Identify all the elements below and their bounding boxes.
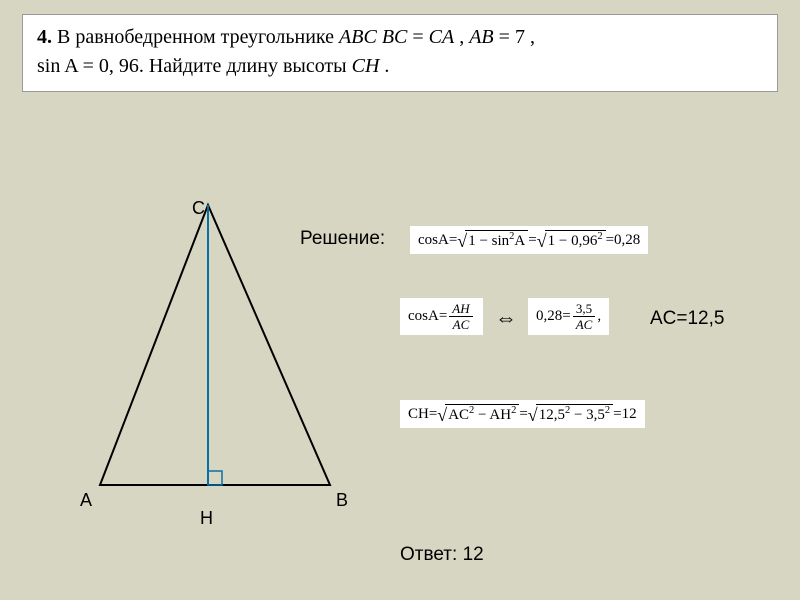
sqrt-arg-1: 1 − sin2A bbox=[465, 230, 528, 250]
solution-heading: Решение: bbox=[300, 228, 385, 250]
answer-line: Ответ: 12 bbox=[400, 544, 484, 566]
right-angle-mark bbox=[208, 471, 222, 485]
vertex-c-label: C bbox=[192, 198, 205, 219]
vertex-a-label: A bbox=[80, 490, 92, 511]
formula-cos-from-sin: cosA= √1 − sin2A = √1 − 0,962 =0,28 bbox=[410, 226, 648, 254]
problem-statement: 4. В равнобедренном треугольнике ABC BC … bbox=[22, 14, 778, 92]
formula-ch-pythagoras: CH= √AC2 − AH2 = √12,52 − 3,52 =12 bbox=[400, 400, 645, 428]
problem-number: 4. bbox=[37, 26, 52, 48]
iff-symbol: ⇔ bbox=[495, 305, 517, 331]
triangle-outline bbox=[100, 205, 330, 485]
formula-cos-ratio: cosA= AHAC bbox=[400, 298, 483, 335]
ac-value: AC=12,5 bbox=[650, 308, 724, 330]
formula-solve-ac: 0,28= 3,5AC , bbox=[528, 298, 609, 335]
vertex-b-label: B bbox=[336, 490, 348, 511]
foot-h-label: H bbox=[200, 508, 213, 529]
sqrt-arg-2: 1 − 0,962 bbox=[545, 230, 606, 250]
